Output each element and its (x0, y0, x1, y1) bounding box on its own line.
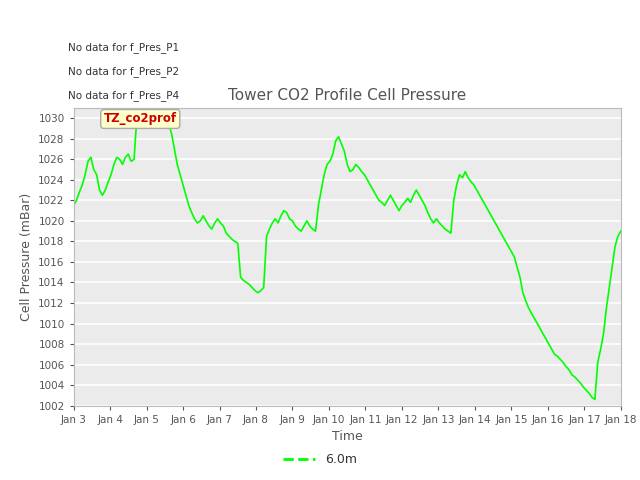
X-axis label: Time: Time (332, 430, 363, 443)
Text: No data for f_Pres_P4: No data for f_Pres_P4 (68, 90, 179, 101)
Text: TZ_co2prof: TZ_co2prof (104, 112, 177, 125)
Text: No data for f_Pres_P2: No data for f_Pres_P2 (68, 66, 179, 77)
Y-axis label: Cell Pressure (mBar): Cell Pressure (mBar) (20, 192, 33, 321)
Text: No data for f_Pres_P1: No data for f_Pres_P1 (68, 43, 179, 53)
Title: Tower CO2 Profile Cell Pressure: Tower CO2 Profile Cell Pressure (228, 88, 467, 103)
Legend: 6.0m: 6.0m (278, 448, 362, 471)
